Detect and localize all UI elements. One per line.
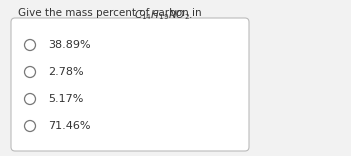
Text: 38.89%: 38.89% xyxy=(48,40,91,50)
Circle shape xyxy=(25,93,35,105)
Text: 2.78%: 2.78% xyxy=(48,67,84,77)
FancyBboxPatch shape xyxy=(11,18,249,151)
Text: $C_{14}H_{19}NO_2$.: $C_{14}H_{19}NO_2$. xyxy=(133,8,193,22)
Circle shape xyxy=(25,66,35,78)
Text: 71.46%: 71.46% xyxy=(48,121,91,131)
Circle shape xyxy=(25,120,35,132)
Text: 5.17%: 5.17% xyxy=(48,94,84,104)
Text: Give the mass percent of carbon in: Give the mass percent of carbon in xyxy=(18,8,205,18)
Circle shape xyxy=(25,39,35,51)
